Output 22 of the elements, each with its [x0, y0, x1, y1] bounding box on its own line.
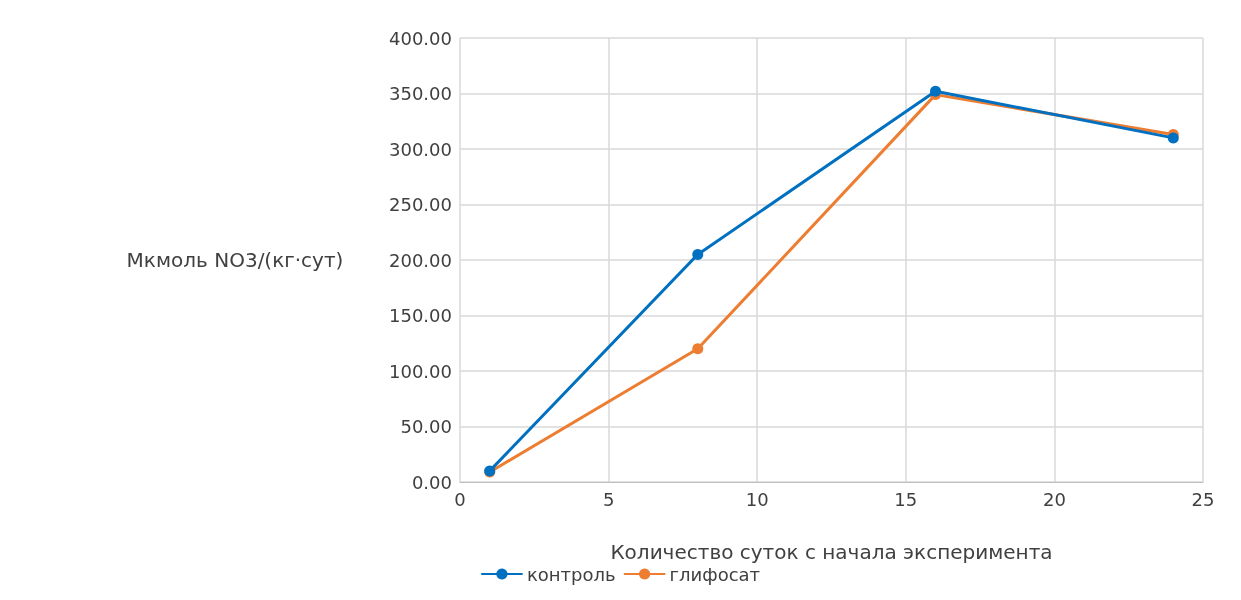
x-tick-label: 5	[602, 488, 615, 510]
point	[692, 248, 704, 260]
x-tick-label: 15	[894, 488, 918, 510]
y-tick-label: 200.00	[389, 249, 452, 271]
y-tick-label: 100.00	[389, 360, 452, 382]
point	[692, 343, 704, 355]
x-axis-title: Количество суток с начала эксперимента	[610, 540, 1053, 564]
y-tick-label: 250.00	[389, 194, 452, 215]
legend-label: глифосат	[669, 563, 761, 585]
y-tick-label: 150.00	[389, 305, 452, 326]
y-tick-label: 50.00	[400, 416, 452, 437]
point	[930, 85, 942, 97]
x-tick-label: 25	[1191, 488, 1215, 510]
y-tick-label: 0.00	[411, 471, 452, 493]
y-axis-title: Мкмоль NO3/(кг·сут)	[126, 248, 344, 272]
x-tick-label: 20	[1042, 488, 1066, 510]
y-tick-label: 400.00	[389, 27, 452, 49]
y-tick-label: 300.00	[389, 138, 452, 160]
y-tick-label: 350.00	[389, 83, 452, 104]
legend-label: контроль	[526, 563, 616, 585]
x-tick-label: 0	[454, 488, 466, 510]
x-tick-label: 10	[745, 488, 769, 510]
